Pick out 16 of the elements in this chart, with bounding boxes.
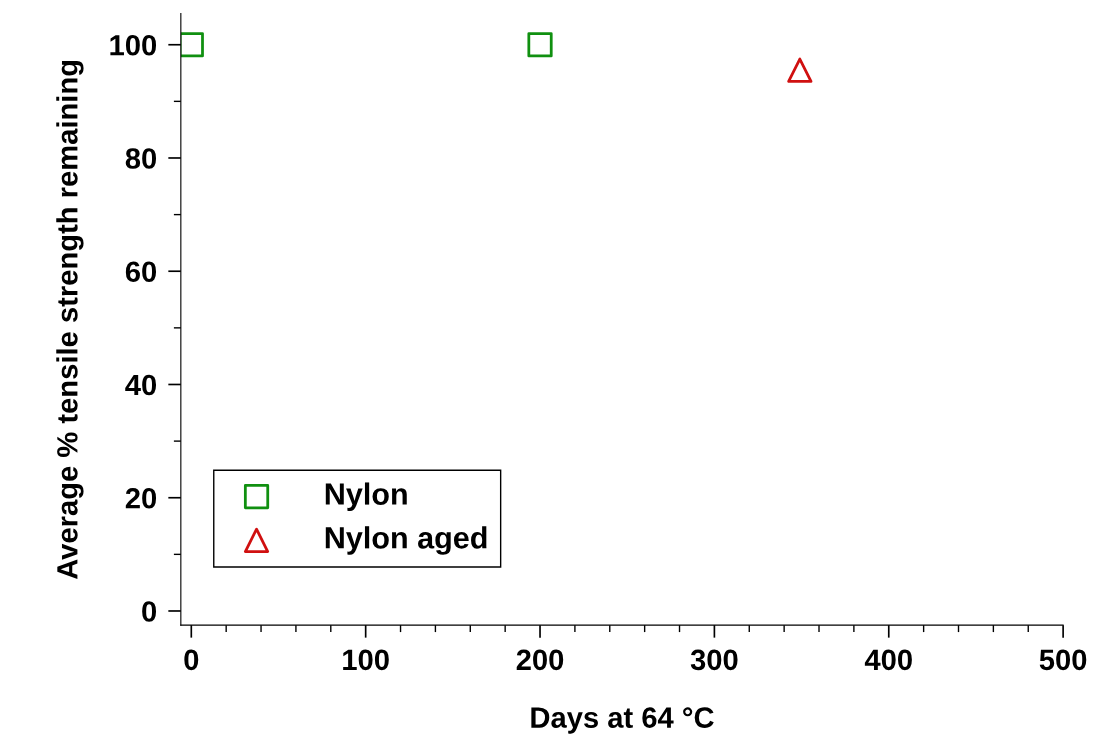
y-tick-label: 40 [125, 374, 157, 396]
y-tick-label: 100 [110, 34, 157, 56]
x-tick-label: 200 [516, 649, 564, 671]
y-tick-label: 60 [125, 261, 157, 283]
y-tick-label: 0 [142, 601, 157, 622]
x-tick-label: 0 [184, 649, 199, 671]
x-tick-label: 400 [864, 649, 912, 671]
x-tick-label: 300 [690, 649, 738, 671]
y-tick-label: 80 [125, 148, 157, 169]
legend-label: Nylon aged [325, 526, 487, 555]
y-axis-title: Average % tensile strength remaining [56, 60, 84, 580]
legend-label: Nylon [325, 482, 407, 511]
y-tick-label: 20 [125, 487, 157, 509]
x-tick-label: 100 [343, 649, 389, 671]
x-tick-label: 500 [1039, 649, 1087, 671]
x-axis-title: Days at 64 °C [531, 707, 714, 734]
